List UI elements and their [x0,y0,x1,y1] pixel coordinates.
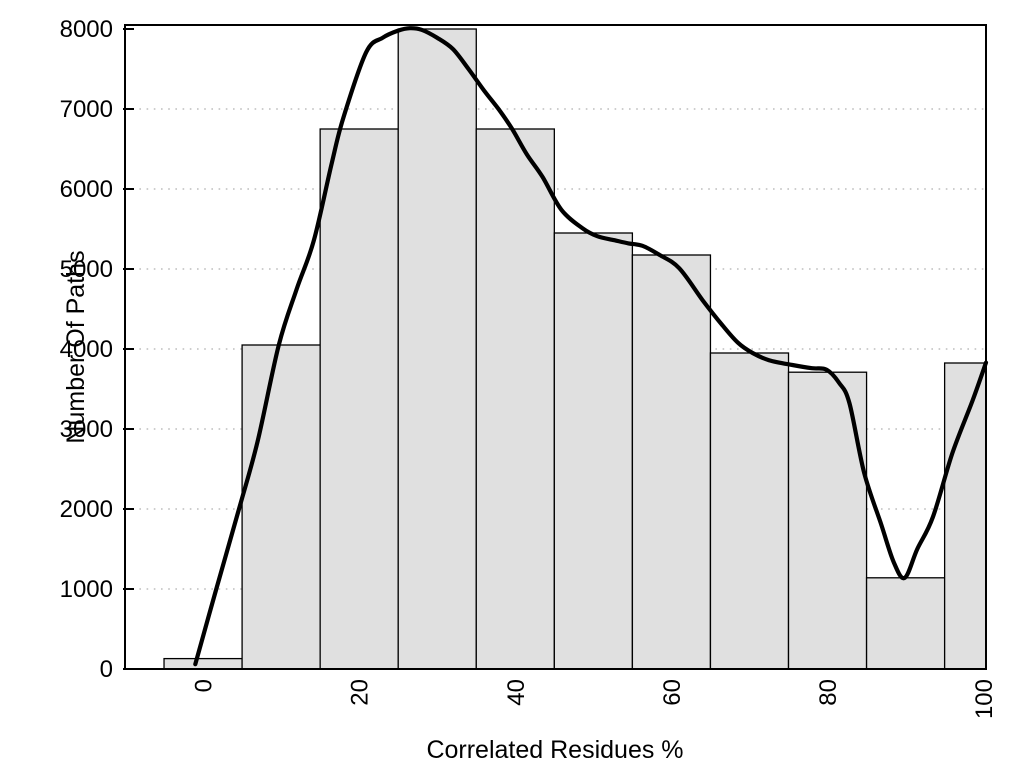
tick-labels-layer: 0 1000 2000 3000 4000 5000 6000 7000 8000 0 20 40 60… [60,16,999,719]
density-curve [193,26,989,667]
histogram-bar [943,362,987,670]
histogram-bar [397,28,477,670]
x-tick-label: 60 [659,679,686,706]
y-tick-label: 3000 [60,416,113,443]
x-axis-title: Correlated Residues % [426,736,683,764]
y-axis-title: Number Of Paths [62,250,90,443]
y-tick-label: 7000 [60,96,113,123]
x-tick-label: 20 [347,679,374,706]
histogram-bar [319,128,399,670]
y-tick-label: 0 [100,656,113,683]
y-tick-label: 6000 [60,176,113,203]
x-tick-label: 80 [815,679,842,706]
histogram-bar [553,232,634,670]
plot-frame [124,24,987,670]
frame-layer [124,24,987,670]
bars-layer [163,28,987,670]
y-tick-label: 4000 [60,336,113,363]
histogram-bar [787,371,868,670]
histogram-bar [475,128,555,670]
histogram-bar [163,657,243,670]
histogram-bar [631,254,712,670]
y-tick-label: 2000 [60,496,113,523]
x-tick-label: 40 [503,679,530,706]
histogram-bar [865,577,946,670]
y-tick-label: 5000 [60,256,113,283]
histogram-bar [709,352,790,670]
x-tick-label: 100 [971,679,998,719]
y-tick-label: 1000 [60,576,113,603]
curve-layer [193,26,989,667]
x-tick-label: 0 [191,679,218,692]
histogram-bar [241,344,321,670]
y-tick-label: 8000 [60,16,113,43]
